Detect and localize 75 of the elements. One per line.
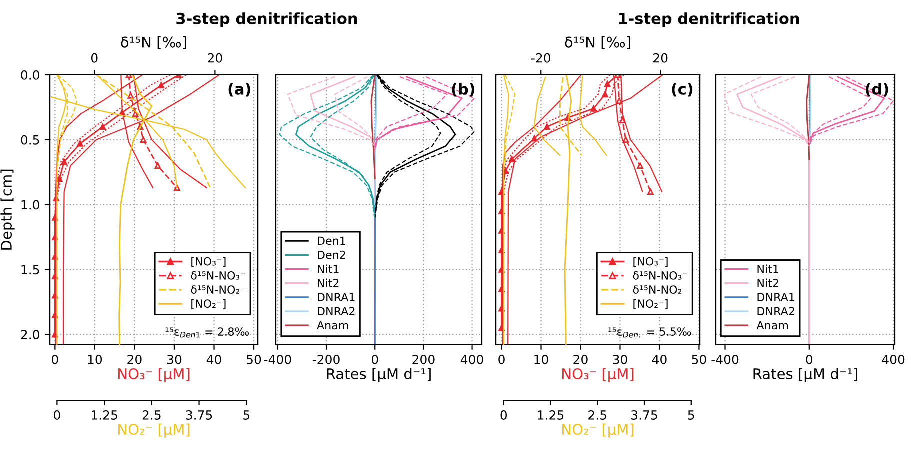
x-axis-title: NO₂⁻ [μM]	[118, 424, 190, 438]
legend-label: Nit2	[758, 278, 778, 288]
legend-label: Anam	[756, 321, 788, 330]
x-tick-label: 10	[534, 354, 548, 364]
annotation: (a)	[228, 83, 250, 97]
x-tick-label: 40	[206, 354, 222, 364]
legend-label: DNRA1	[758, 293, 794, 302]
x-tick-label: 3.75	[632, 410, 658, 420]
chart-title: 1-step denitrification	[619, 12, 800, 28]
legend-label: δ¹⁵N-NO₃⁻	[191, 271, 246, 280]
x-tick-label: 400	[460, 354, 484, 364]
legend-label: δ¹⁵N-NO₂⁻	[633, 286, 688, 294]
x-tick-label: -400	[712, 354, 739, 364]
legend-label: Nit2	[318, 278, 339, 288]
x2-tick-label: 20	[208, 53, 222, 63]
x-tick-label: 400	[882, 354, 905, 364]
annotation: (c)	[672, 83, 693, 97]
x-tick-label: -200	[312, 354, 340, 364]
x2-tick-label: -20	[532, 53, 550, 63]
y-tick-label: 1.0	[22, 200, 40, 210]
x-tick-label: 20	[574, 354, 588, 364]
x-tick-label: 40	[652, 354, 667, 364]
x-tick-label: 0	[54, 410, 60, 420]
x-tick-label: 0	[372, 354, 378, 364]
x-axis-title: NO₃⁻ [μM]	[118, 368, 190, 382]
x-tick-label: 30	[613, 354, 628, 364]
x-tick-label: 0	[500, 410, 508, 420]
x-tick-label: 2.5	[588, 410, 606, 420]
x-tick-label: 2.5	[142, 410, 161, 420]
x-axis-title: NO₃⁻ [μM]	[562, 368, 634, 382]
x-tick-label: 5	[244, 410, 250, 420]
legend-label: [NO₃⁻]	[192, 257, 226, 268]
x-tick-label: 0	[52, 354, 58, 364]
legend-label: DNRA1	[318, 293, 355, 302]
legend-label: δ¹⁵N-NO₃⁻	[633, 271, 688, 280]
x2-axis-title: δ¹⁵N [‰]	[565, 36, 630, 50]
x-tick-label: 0	[498, 354, 505, 364]
y-tick-label: 0.0	[21, 70, 40, 80]
x2-tick-label: 20	[654, 53, 668, 63]
legend-label: Anam	[317, 321, 348, 330]
legend-label: Nit1	[758, 264, 778, 274]
annotation: ¹⁵ε$_{Den.}$ = 5.5‰	[608, 328, 692, 338]
x-tick-label: 5	[688, 410, 694, 420]
annotation: (b)	[452, 83, 475, 97]
x-tick-label: 20	[128, 354, 142, 364]
x-tick-label: 50	[247, 354, 262, 364]
legend-label: DNRA2	[758, 307, 794, 316]
x-axis-title: Rates [µM d⁻¹]	[327, 368, 431, 382]
x-tick-label: 3.75	[186, 410, 212, 420]
y-tick-label: 2.0	[21, 330, 40, 340]
legend-label: Den1	[318, 236, 346, 246]
legend-label: DNRA2	[318, 307, 355, 316]
x-tick-label: 10	[88, 354, 102, 364]
x-tick-label: 50	[692, 354, 706, 364]
text: [NO₂⁻]	[634, 299, 668, 310]
annotation: ¹⁵ε$_{Den1}$ = 2.8‰	[166, 328, 250, 338]
x-axis-title: NO₂⁻ [μM]	[562, 424, 634, 438]
legend-label: Den2	[318, 250, 346, 260]
x-tick-label: 30	[167, 354, 182, 364]
x2-tick-label: 0	[91, 53, 98, 63]
legend-label: Nit1	[318, 264, 339, 274]
y-axis-title: Depth [cm]	[0, 170, 15, 250]
y-tick-label: 1.5	[22, 265, 40, 275]
x-tick-label: 1.25	[92, 410, 118, 420]
legend-label: δ¹⁵N-NO₂⁻	[191, 286, 246, 294]
x2-axis-title: δ¹⁵N [‰]	[121, 36, 186, 50]
legend-label: [NO₃⁻]	[634, 257, 668, 268]
x-tick-label: 200	[412, 354, 435, 364]
x-axis-title: Rates [μM d⁻¹]	[754, 368, 858, 382]
text: [NO₂⁻]	[192, 299, 226, 310]
x-tick-label: -400	[264, 354, 292, 364]
y-tick-label: 0.5	[21, 135, 40, 145]
chart-title: 3-step denitrification	[176, 12, 358, 28]
x-tick-label: 1.25	[538, 410, 564, 420]
x-tick-label: 0	[806, 354, 813, 364]
